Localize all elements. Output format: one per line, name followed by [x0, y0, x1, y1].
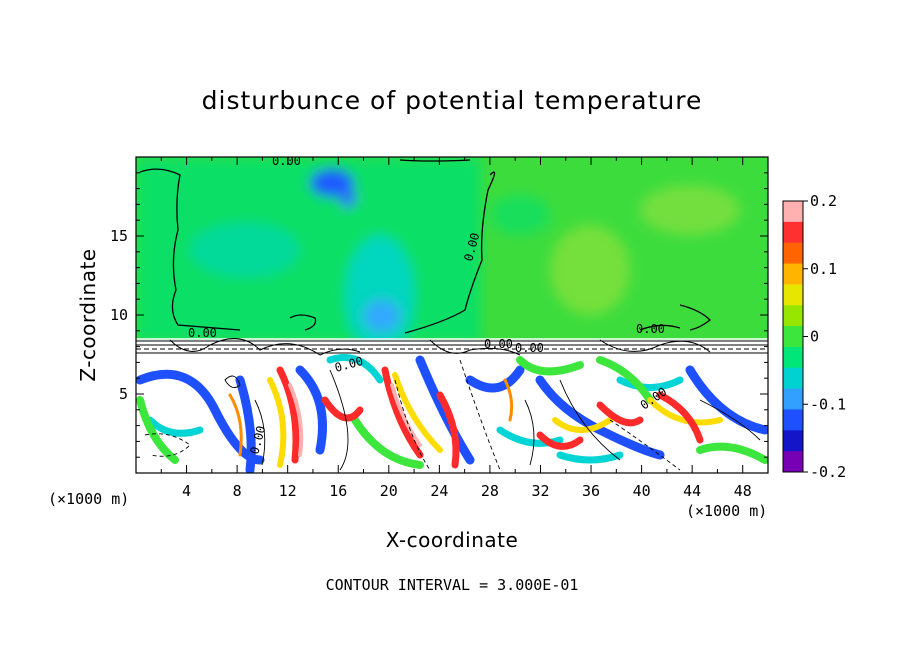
contour-interval-note: CONTOUR INTERVAL = 3.000E-01	[325, 576, 579, 594]
colorbar-swatch	[783, 326, 803, 348]
x-tick-label: 20	[380, 482, 398, 500]
x-tick-label: 4	[182, 482, 191, 500]
colorbar: 0.2 0.1 0 -0.1 -0.2	[782, 192, 846, 481]
colorbar-swatch	[783, 263, 803, 285]
colorbar-tick-label: 0	[810, 328, 819, 346]
x-tick-label: 24	[430, 482, 448, 500]
x-tick-label: 8	[233, 482, 242, 500]
x-tick-label: 16	[329, 482, 347, 500]
colorbar-swatch	[783, 284, 803, 306]
colorbar-swatch	[783, 242, 803, 265]
colorbar-tick-label: -0.1	[810, 395, 846, 413]
colorbar-swatch	[783, 430, 803, 452]
x-tick-label: 44	[683, 482, 701, 500]
contour-label: 0.00	[188, 326, 217, 340]
x-unit-left: (×1000 m)	[48, 490, 130, 508]
contour-label: 0.00	[484, 337, 513, 351]
colorbar-swatch	[783, 451, 803, 473]
y-tick-label: 15	[110, 227, 128, 245]
x-tick-label: 32	[531, 482, 549, 500]
x-axis-label: X-coordinate	[385, 528, 519, 552]
heatmap-field: 0.00 0.00 0.00 0.00 0.00 0.00 0.00 0.00 …	[136, 154, 768, 473]
colorbar-swatch	[783, 346, 803, 369]
colorbar-swatch	[783, 367, 803, 390]
colorbar-swatch	[783, 409, 803, 431]
x-tick-label: 48	[734, 482, 752, 500]
colorbar-tick-label: 0.2	[810, 192, 837, 210]
y-axis-label: Z-coordinate	[76, 248, 100, 382]
colorbar-swatch	[783, 201, 803, 223]
colorbar-swatch	[783, 221, 803, 244]
y-axis: 5 10 15	[110, 172, 768, 458]
x-tick-label: 12	[279, 482, 297, 500]
y-tick-label: 5	[119, 385, 128, 403]
colorbar-swatch	[783, 388, 803, 410]
x-tick-label: 40	[633, 482, 651, 500]
x-tick-label: 28	[481, 482, 499, 500]
x-axis: 4 8 12 16 20 24 28 32 36 40 44 48	[160, 157, 752, 500]
colorbar-swatch	[783, 305, 803, 327]
contour-label: 0.00	[636, 322, 665, 336]
colorbar-tick-label: 0.1	[810, 260, 837, 278]
chart-title: disturbunce of potential temperature	[201, 86, 703, 115]
contour-label: 0.00	[515, 341, 544, 355]
colorbar-tick-label: -0.2	[810, 463, 846, 481]
y-tick-label: 10	[110, 306, 128, 324]
x-unit-right: (×1000 m)	[686, 502, 768, 520]
contour-label: 0.00	[272, 154, 301, 168]
x-tick-label: 36	[582, 482, 600, 500]
